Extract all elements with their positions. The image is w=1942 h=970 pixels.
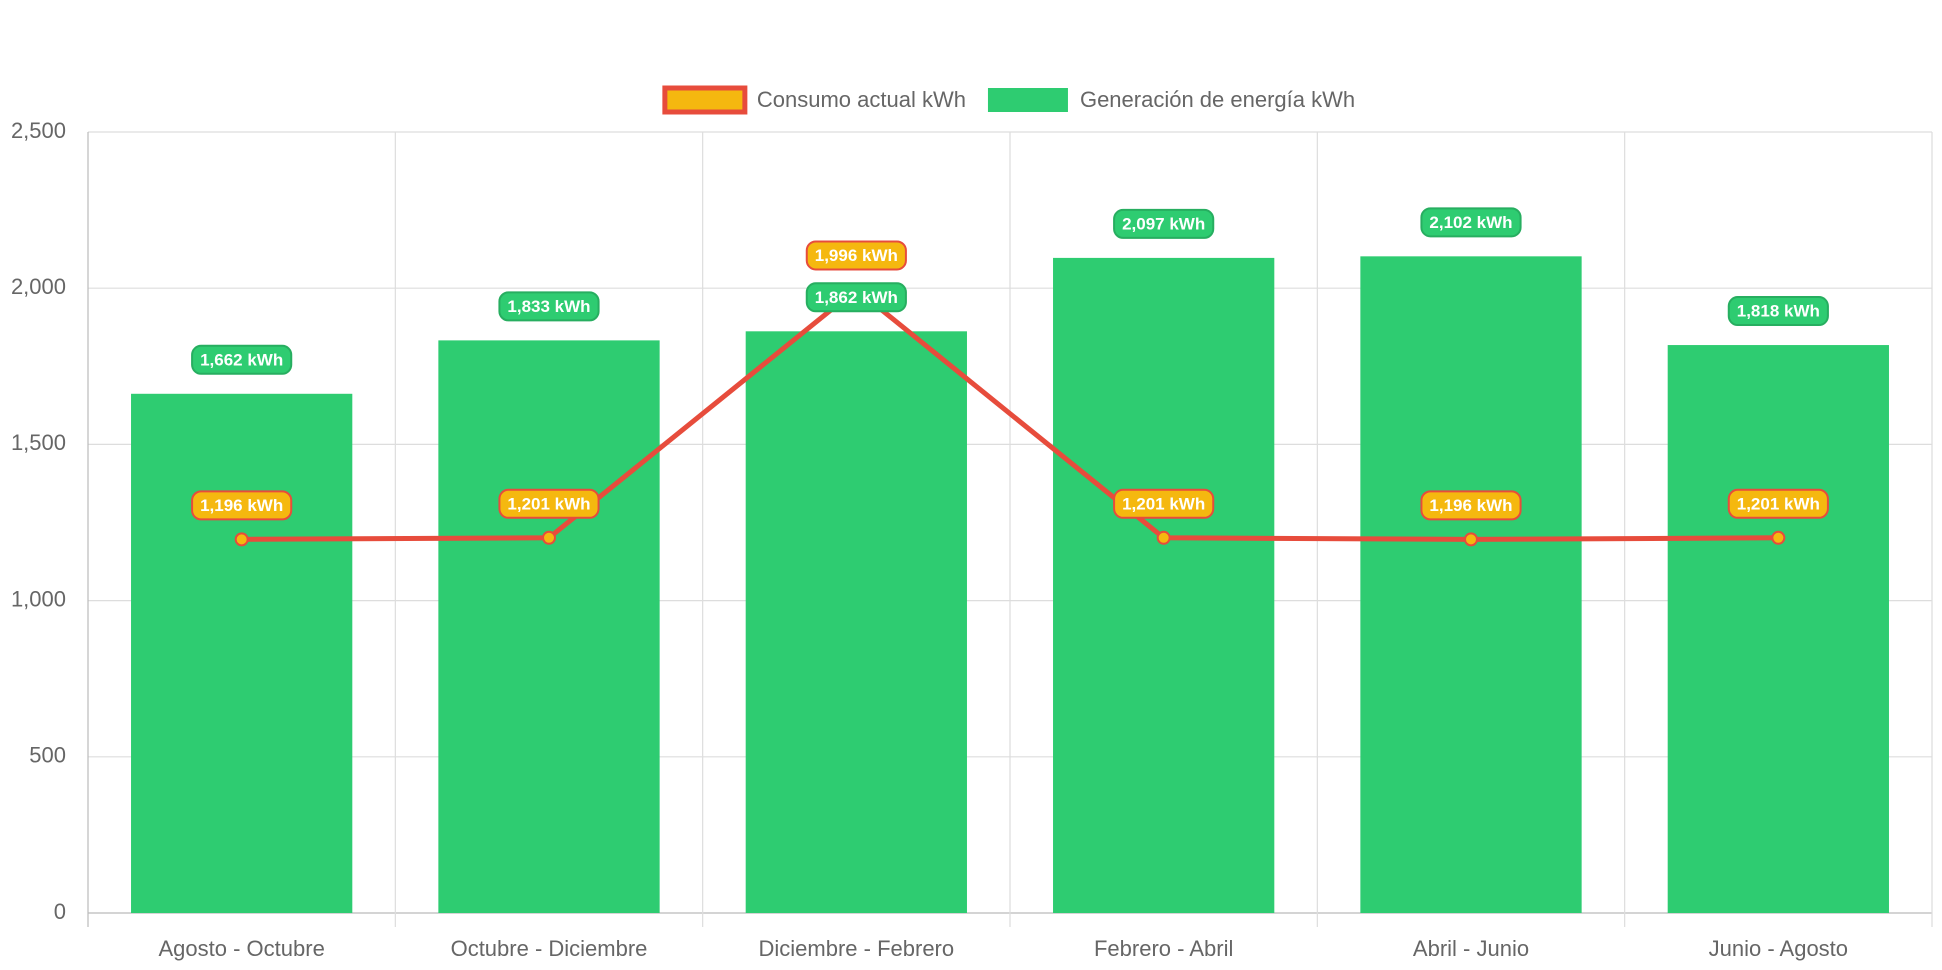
value-label-box [1727,488,1829,519]
x-tick-label: Agosto - Octubre [159,936,325,961]
point [234,532,249,547]
y-tick-label: 1,500 [11,430,66,455]
legend: Consumo actual kWh Generación de energía … [662,85,1355,115]
value-label-text: 1,201 kWh [1737,494,1820,513]
y-tick-label: 0 [54,899,66,924]
bar [438,340,660,913]
value-label: 2,097 kWh [1113,208,1215,239]
value-label-box [805,282,907,313]
bar [1360,256,1582,913]
value-label: 2,102 kWh [1420,207,1522,238]
value-label-text: 2,102 kWh [1429,213,1512,232]
value-label-box [1113,208,1215,239]
value-label: 1,662 kWh [191,344,293,375]
legend-swatch [987,88,1068,112]
value-label-text: 1,996 kWh [815,246,898,265]
legend-label: Generación de energía kWh [1080,87,1355,112]
y-tick-label: 1,000 [11,586,66,611]
y-tick-label: 2,000 [11,274,66,299]
value-label-box [1727,296,1829,327]
legend-swatch [662,85,748,115]
y-tick-label: 500 [29,743,66,768]
value-label: 1,996 kWh [805,240,907,271]
value-label: 1,862 kWh [805,282,907,313]
value-label: 1,833 kWh [498,291,600,322]
value-label-text: 1,201 kWh [1122,494,1205,513]
y-tick-label: 2,500 [11,118,66,143]
point [1771,530,1786,545]
value-label-text: 1,862 kWh [815,288,898,307]
x-tick-label: Febrero - Abril [1094,936,1233,961]
value-label-text: 2,097 kWh [1122,214,1205,233]
value-label-box [498,291,600,322]
value-label: 1,196 kWh [1420,490,1522,521]
bar [745,331,967,914]
value-label-text: 1,662 kWh [200,350,283,369]
bar [1053,257,1275,913]
value-label-box [1420,490,1522,521]
bar [131,393,353,913]
value-label: 1,201 kWh [498,488,600,519]
value-label-text: 1,833 kWh [507,297,590,316]
value-label-text: 1,818 kWh [1737,302,1820,321]
bar [1667,345,1889,914]
value-label: 1,196 kWh [191,490,293,521]
line [241,286,1779,542]
point [542,530,556,545]
x-tick-label: Abril - Junio [1413,936,1529,961]
value-label-box [191,344,293,375]
legend-label: Consumo actual kWh [757,87,966,112]
value-label: 1,201 kWh [1727,488,1829,519]
value-label-box [1420,207,1522,238]
value-label-box [191,490,293,521]
value-label-text: 1,201 kWh [507,494,590,513]
value-label: 1,818 kWh [1727,296,1829,327]
value-label: 1,201 kWh [1113,488,1215,519]
value-label-text: 1,196 kWh [200,496,283,515]
x-tick-label: Octubre - Diciembre [451,936,648,961]
point [1156,530,1171,545]
point [1464,532,1478,547]
value-label-text: 1,196 kWh [1429,496,1512,515]
x-tick-label: Junio - Agosto [1709,936,1848,961]
value-label-box [498,488,600,519]
value-label-box [1113,488,1215,519]
x-tick-label: Diciembre - Febrero [759,936,955,961]
value-label-box [805,240,907,271]
